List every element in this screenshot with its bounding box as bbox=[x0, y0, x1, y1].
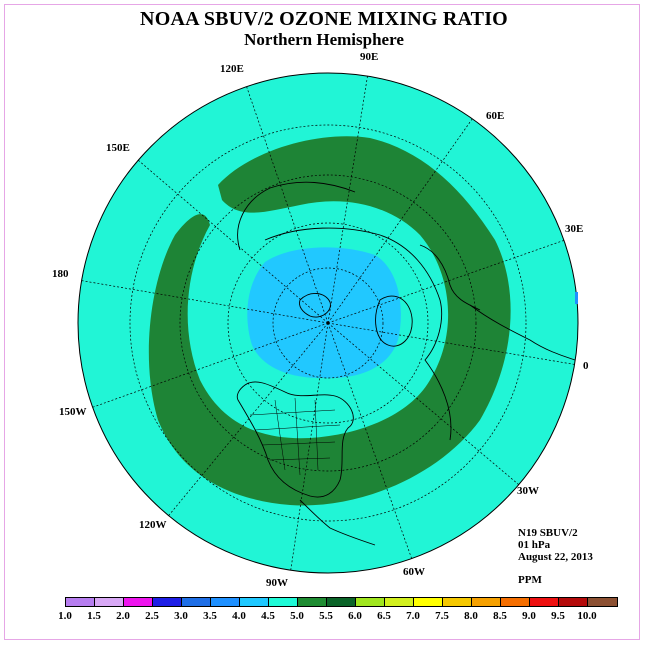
colorbar-segment bbox=[530, 598, 559, 606]
colorbar-segment bbox=[588, 598, 617, 606]
colorbar-tick-label: 2.0 bbox=[116, 610, 130, 622]
units-label: PPM bbox=[518, 574, 542, 586]
colorbar-segment bbox=[559, 598, 588, 606]
lon-label-150w: 150W bbox=[59, 406, 87, 418]
date-label: August 22, 2013 bbox=[518, 551, 593, 563]
coast-north-america bbox=[236, 381, 354, 498]
colorbar-segment bbox=[66, 598, 95, 606]
colorbar-segment bbox=[269, 598, 298, 606]
colorbar-tick-label: 9.5 bbox=[551, 610, 565, 622]
colorbar-segment bbox=[327, 598, 356, 606]
coast-greenland bbox=[375, 295, 413, 347]
colorbar-tick-label: 8.5 bbox=[493, 610, 507, 622]
colorbar-tick-label: 10.0 bbox=[577, 610, 597, 622]
colorbar-segment bbox=[240, 598, 269, 606]
lon-label-60e: 60E bbox=[486, 110, 505, 122]
lon-label-120w: 120W bbox=[139, 519, 167, 531]
pressure-level-label: 01 hPa bbox=[518, 539, 551, 551]
lon-label-30e: 30E bbox=[565, 223, 584, 235]
colorbar-tick-label: 5.0 bbox=[290, 610, 304, 622]
colorbar-segment bbox=[385, 598, 414, 606]
colorbar-segment bbox=[153, 598, 182, 606]
coast-central-america bbox=[299, 499, 376, 546]
colorbar-tick-label: 9.0 bbox=[522, 610, 536, 622]
image-frame bbox=[4, 4, 640, 640]
lon-label-60w: 60W bbox=[403, 566, 425, 578]
map-subtitle: Northern Hemisphere bbox=[244, 30, 404, 49]
colorbar-tick-label: 8.0 bbox=[464, 610, 478, 622]
colorbar-segment bbox=[443, 598, 472, 606]
ozone-ring-high bbox=[148, 136, 511, 506]
coast-eurasia bbox=[264, 227, 452, 441]
colorbar-tick-label: 3.0 bbox=[174, 610, 188, 622]
map-title: NOAA SBUV/2 OZONE MIXING RATIO bbox=[140, 8, 508, 30]
colorbar-segment bbox=[414, 598, 443, 606]
instrument-label: N19 SBUV/2 bbox=[518, 527, 578, 539]
lon-label-150e: 150E bbox=[106, 142, 130, 154]
lon-label-30w: 30W bbox=[517, 485, 539, 497]
colorbar-segment bbox=[298, 598, 327, 606]
colorbar-tick-label: 3.5 bbox=[203, 610, 217, 622]
edge-sliver bbox=[575, 292, 578, 304]
lon-label-90e: 90E bbox=[360, 51, 379, 63]
colorbar-tick-label: 1.0 bbox=[58, 610, 72, 622]
colorbar-tick-label: 1.5 bbox=[87, 610, 101, 622]
lon-label-0: 0 bbox=[583, 360, 589, 372]
lon-label-120e: 120E bbox=[220, 63, 244, 75]
colorbar-segment bbox=[472, 598, 501, 606]
coast-asia-east bbox=[237, 181, 356, 251]
colorbar-segment bbox=[211, 598, 240, 606]
info-block: N19 SBUV/2 01 hPa August 22, 2013 bbox=[518, 527, 593, 563]
colorbar-tick-label: 6.5 bbox=[377, 610, 391, 622]
colorbar-tick-label: 6.0 bbox=[348, 610, 362, 622]
colorbar-segment bbox=[501, 598, 530, 606]
coast-africa bbox=[469, 304, 576, 361]
colorbar bbox=[65, 597, 618, 607]
lon-label-90w: 90W bbox=[266, 577, 288, 589]
colorbar-tick-label: 4.0 bbox=[232, 610, 246, 622]
lon-label-180: 180 bbox=[52, 268, 69, 280]
colorbar-tick-label: 4.5 bbox=[261, 610, 275, 622]
colorbar-tick-label: 7.5 bbox=[435, 610, 449, 622]
coast-arctic-islands bbox=[299, 293, 331, 318]
colorbar-segment bbox=[124, 598, 153, 606]
colorbar-tick-label: 2.5 bbox=[145, 610, 159, 622]
colorbar-tick-label: 5.5 bbox=[319, 610, 333, 622]
colorbar-segment bbox=[182, 598, 211, 606]
ozone-core-low bbox=[247, 247, 401, 379]
colorbar-tick-label: 7.0 bbox=[406, 610, 420, 622]
colorbar-segment bbox=[95, 598, 124, 606]
colorbar-segment bbox=[356, 598, 385, 606]
